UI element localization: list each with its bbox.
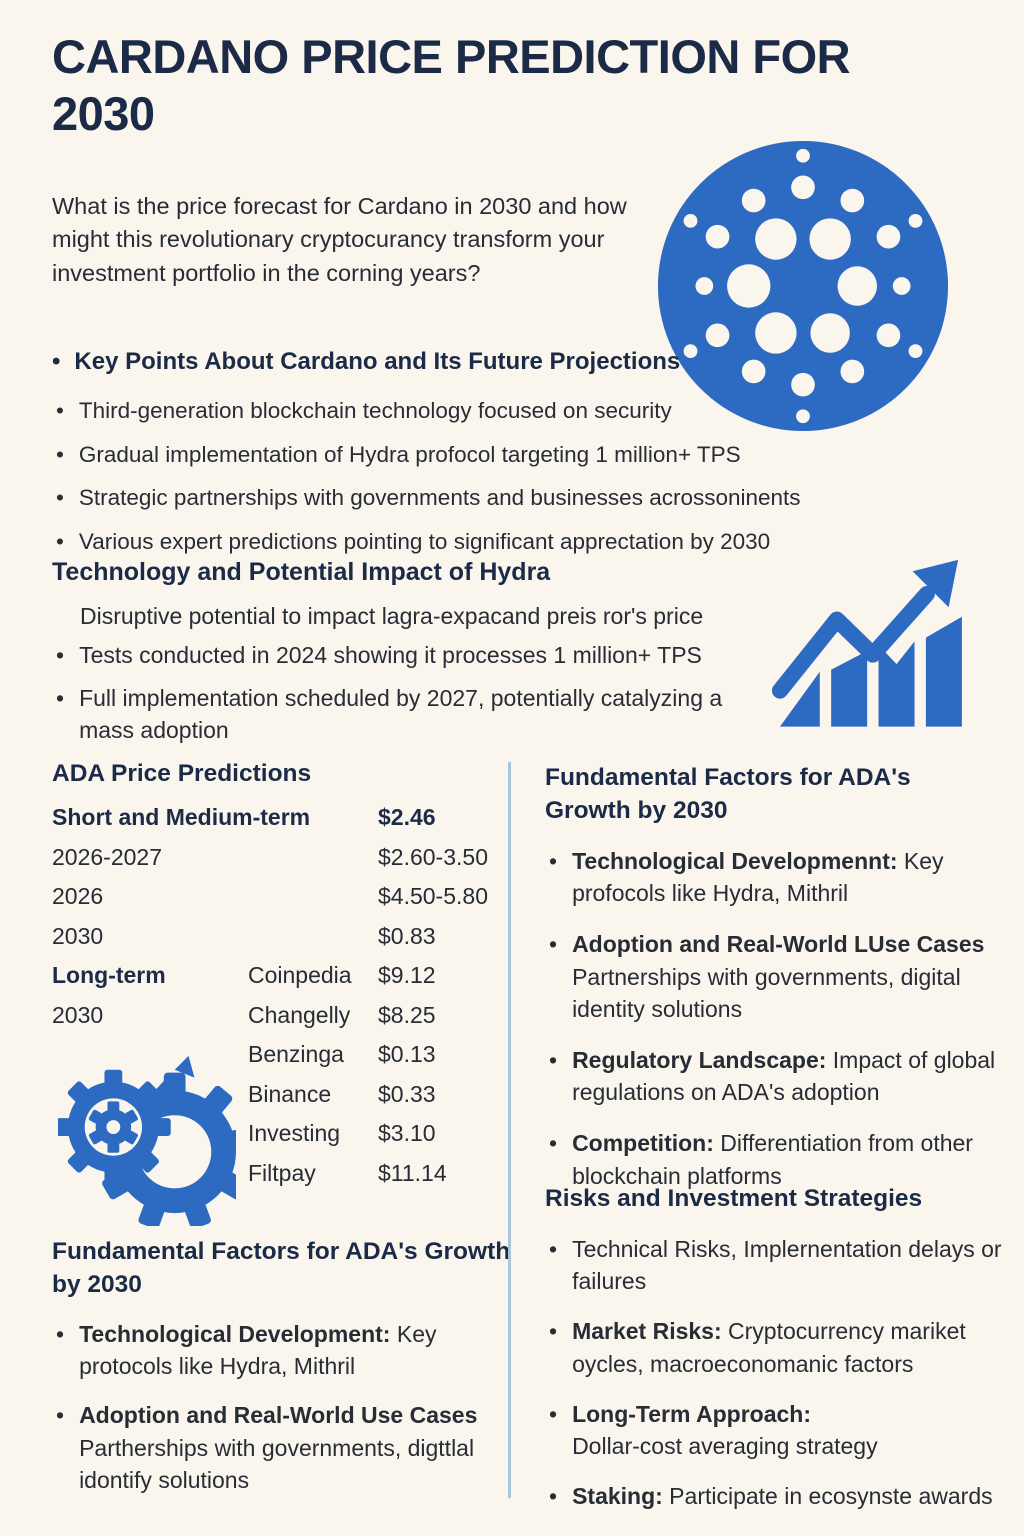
hydra-list: • Tests conducted in 2024 showing it proc… (56, 640, 776, 746)
predictions-table: Short and Medium-term $2.46 2026-2027 $2… (52, 804, 492, 1199)
bullet-icon: • (56, 642, 65, 668)
risks-list: • Technical Risks, Implernentation delay… (549, 1233, 1004, 1512)
hydra-lead-line: Disruptive potential to impact lagra-exp… (80, 603, 704, 629)
source-name: Filtpay (248, 1159, 316, 1186)
source-name: Changelly (248, 1001, 351, 1028)
table-row: 2030 $0.83 (52, 923, 492, 963)
row-value: $8.25 (378, 1001, 436, 1028)
bullet-icon: • (549, 1318, 558, 1345)
cardano-logo-icon (655, 138, 951, 439)
row-value: $0.83 (378, 922, 436, 949)
row-value: $2.46 (378, 804, 436, 830)
row-value: $0.13 (378, 1041, 436, 1067)
list-item: • Various expert predictions pointing to … (56, 527, 896, 558)
bullet-icon: • (56, 685, 65, 712)
row-label: Long-term (52, 962, 166, 988)
hydra-section-heading: Technology and Potential Impact of Hydra (52, 558, 551, 586)
source-name: Investing (248, 1120, 341, 1146)
list-item: • Regulatory Landscape: Impact of global… (549, 1044, 1004, 1108)
key-points-list: • Third-generation blockchain technology … (56, 396, 896, 557)
list-item: • Adoption and Real-World LUse Cases Par… (549, 928, 1004, 1025)
list-item: • Strategic partnerships with governments… (56, 483, 896, 514)
risks-heading: Risks and Investment Strategies (545, 1185, 923, 1212)
right-factors-heading: Fundamental Factors for ADA's Growth by … (545, 764, 911, 824)
row-value: $4.50-5.80 (378, 883, 488, 909)
list-item: • Technological Developmennt: Key profoc… (549, 845, 1004, 909)
row-label: 2030 (52, 922, 104, 949)
list-item: • Tests conducted in 2024 showing it proc… (56, 640, 776, 671)
table-row: 2026 $4.50-5.80 (52, 883, 492, 923)
list-item: • Technical Risks, Implernentation delay… (549, 1233, 1004, 1297)
list-item: • Market Risks: Cryptocurrency mariket o… (549, 1315, 1004, 1379)
table-row: Investing $3.10 (52, 1120, 492, 1160)
table-row: Short and Medium-term $2.46 (52, 804, 492, 844)
bullet-icon: • (549, 1400, 558, 1427)
table-row: 2030 Changelly $8.25 (52, 1002, 492, 1042)
source-name: Binance (248, 1080, 332, 1107)
column-divider (508, 762, 511, 1498)
source-name: Benzinga (248, 1041, 344, 1067)
list-item: • Adoption and Real-World Use Cases Part… (56, 1399, 506, 1496)
bullet-icon: • (549, 931, 558, 958)
table-row: Benzinga $0.13 (52, 1041, 492, 1081)
row-value: $11.14 (378, 1159, 447, 1186)
list-item: • Staking: Participate in ecosynste awar… (549, 1480, 1004, 1512)
left-factors-list: • Technological Development: Key protoco… (56, 1318, 506, 1496)
row-value: $2.60-3.50 (378, 843, 488, 870)
bullet-icon: • (52, 348, 61, 375)
row-label: 2026 (52, 883, 104, 909)
bullet-icon: • (56, 441, 64, 467)
row-label: Short and Medium-term (52, 804, 311, 830)
bullet-icon: • (56, 1402, 65, 1429)
right-factors-list: • Technological Developmennt: Key profoc… (549, 845, 1004, 1192)
intro-paragraph: What is the price forecast for Cardano i… (52, 193, 627, 286)
predictions-heading: ADA Price Predictions (52, 760, 312, 787)
list-item: • Competition: Differentiation from othe… (549, 1127, 1004, 1191)
bullet-icon: • (549, 1046, 558, 1073)
source-name: Coinpedia (248, 962, 352, 988)
bullet-icon: • (56, 1321, 65, 1347)
left-factors-heading: Fundamental Factors for ADA's Growth by … (52, 1238, 511, 1298)
bullet-icon: • (549, 1483, 558, 1510)
row-value: $0.33 (378, 1080, 436, 1107)
key-points-heading: • Key Points About Cardano and Its Futur… (52, 348, 681, 375)
bullet-icon: • (549, 848, 558, 874)
row-value: $9.12 (378, 962, 436, 988)
table-row: Binance $0.33 (52, 1081, 492, 1121)
row-label: 2030 (52, 1001, 104, 1028)
page-title: CARDANO PRICE PREDICTION FOR 2030 (52, 30, 851, 141)
table-row: 2026-2027 $2.60-3.50 (52, 844, 492, 884)
table-row: Filtpay $11.14 (52, 1160, 492, 1200)
list-item: • Technological Development: Key protoco… (56, 1318, 506, 1382)
bullet-icon: • (549, 1130, 558, 1157)
table-row: Long-term Coinpedia $9.12 (52, 962, 492, 1002)
list-item: • Third-generation blockchain technology … (56, 396, 896, 427)
bullet-icon: • (56, 485, 64, 511)
growth-chart-icon (770, 558, 970, 743)
row-label: 2026-2027 (52, 843, 162, 870)
bullet-icon: • (56, 528, 64, 554)
gears-icon (56, 1038, 254, 1231)
list-item: • Full implementation scheduled by 2027, … (56, 683, 776, 746)
bullet-icon: • (549, 1236, 558, 1262)
row-value: $3.10 (378, 1120, 436, 1146)
bullet-icon: • (56, 398, 64, 423)
list-item: • Gradual implementation of Hydra profoco… (56, 440, 896, 471)
list-item: • Long-Term Approach: Dollar-cost averagi… (549, 1398, 1004, 1462)
